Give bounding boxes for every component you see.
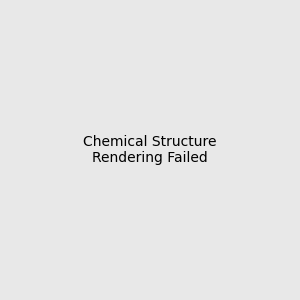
Text: Chemical Structure
Rendering Failed: Chemical Structure Rendering Failed xyxy=(83,135,217,165)
